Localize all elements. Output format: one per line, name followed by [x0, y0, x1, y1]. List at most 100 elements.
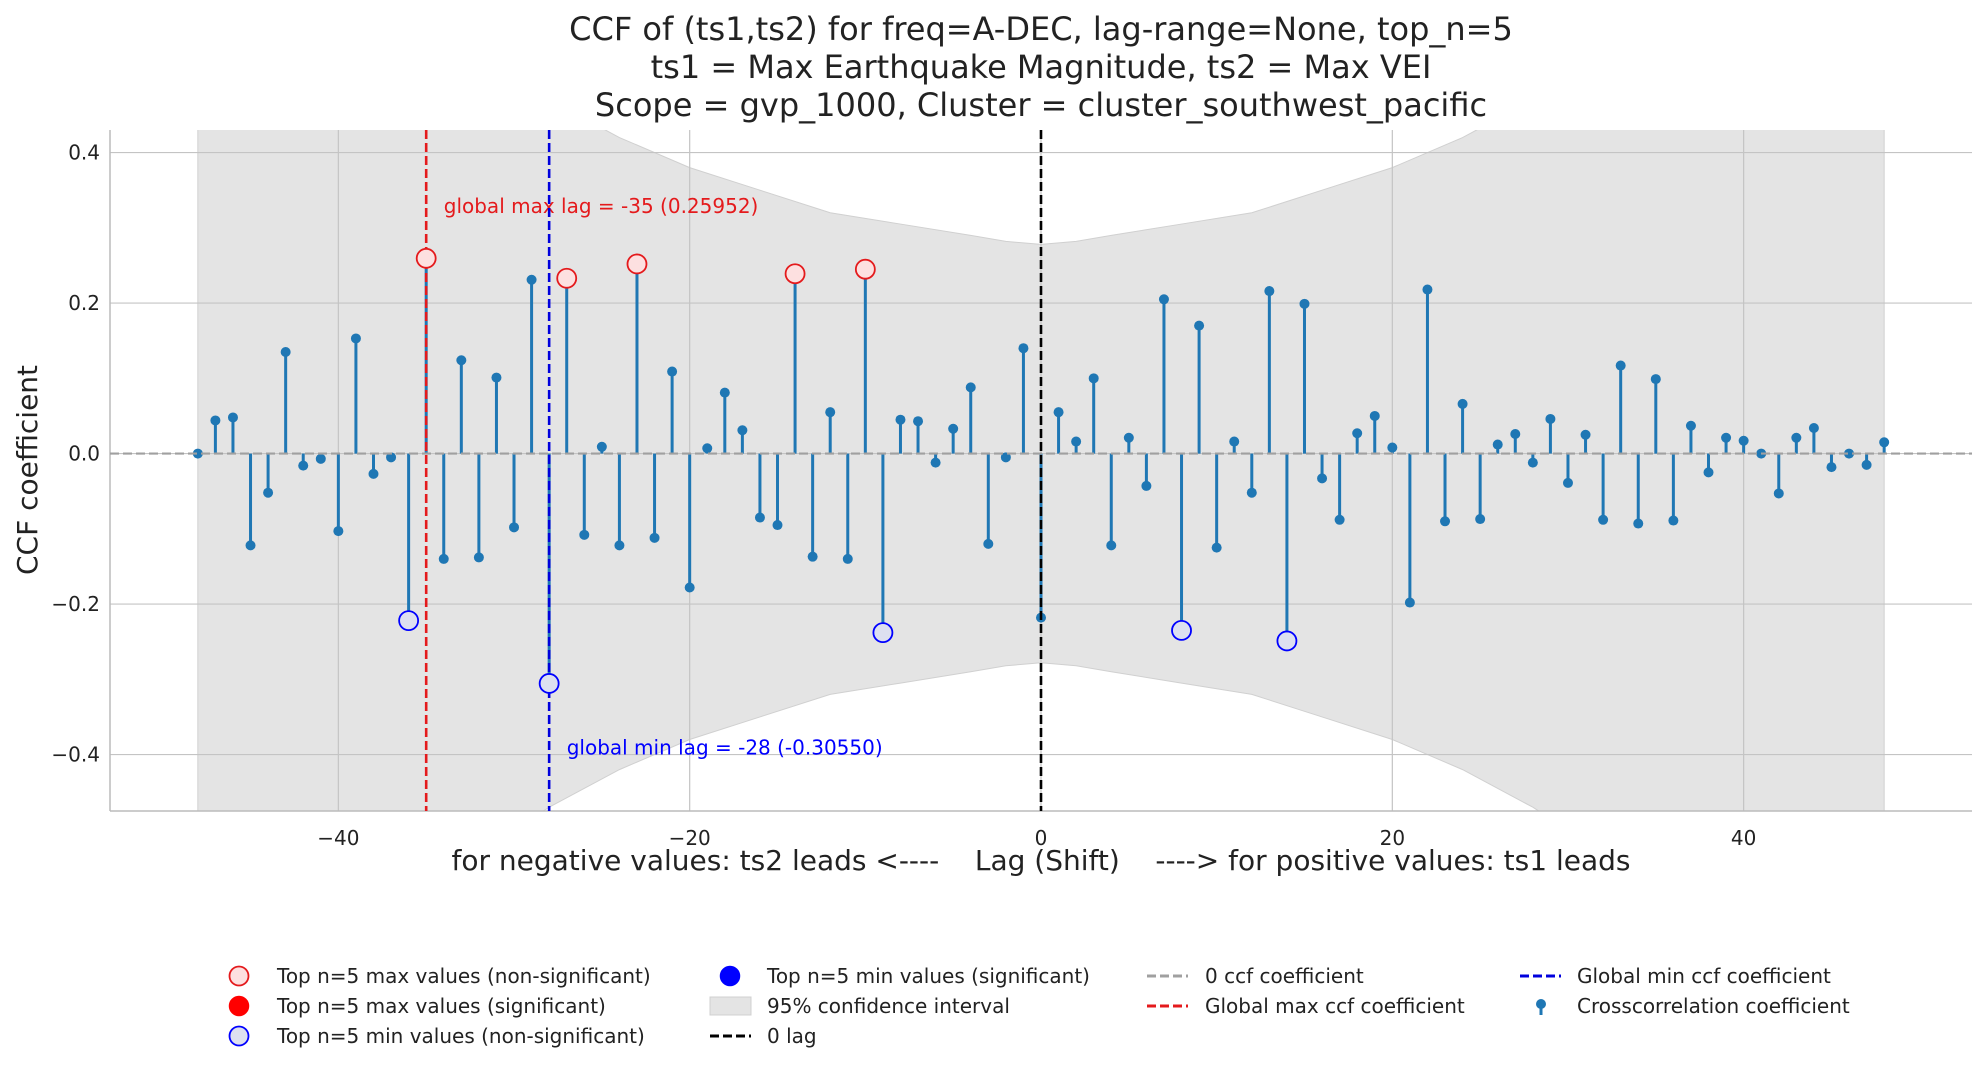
ccf-point — [842, 553, 853, 564]
ccf-point — [684, 582, 695, 593]
ccf-point — [1844, 448, 1855, 459]
top-max-marker — [415, 247, 437, 269]
y-tick-label: 0.2 — [68, 291, 100, 315]
legend-label: Top n=5 min values (significant) — [766, 964, 1090, 988]
top-max-marker — [556, 267, 578, 289]
legend-item-top-max-nonsig: Top n=5 max values (non-significant) — [228, 964, 651, 988]
ccf-point — [1492, 439, 1503, 450]
legend-label: Top n=5 min values (non-significant) — [276, 1024, 645, 1048]
y-tick-label: 0.4 — [68, 141, 100, 165]
ccf-point — [614, 540, 625, 551]
y-axis-label: CCF coefficient — [11, 365, 44, 575]
ccf-point — [509, 522, 520, 533]
ccf-point — [1123, 432, 1134, 443]
ccf-point — [1194, 320, 1205, 331]
top-n-markers — [398, 247, 1298, 694]
ccf-point — [1826, 462, 1837, 473]
ccf-point — [895, 414, 906, 425]
ccf-point — [1457, 398, 1468, 409]
legend-label: Global min ccf coefficient — [1577, 964, 1831, 988]
legend-marker-blue-open-icon — [228, 1025, 250, 1047]
ccf-point — [1861, 459, 1872, 470]
chart-title-line-2: ts1 = Max Earthquake Magnitude, ts2 = Ma… — [651, 48, 1432, 86]
legend-label: 0 lag — [767, 1024, 817, 1048]
legend-item-top-max-sig: Top n=5 max values (significant) — [228, 994, 606, 1018]
legend: Top n=5 max values (non-significant) Top… — [228, 964, 1850, 1048]
ccf-point — [438, 553, 449, 564]
ccf-point — [386, 452, 397, 463]
reference-lines — [110, 130, 1972, 811]
legend-marker-red-filled-icon — [228, 995, 250, 1017]
ccf-point — [227, 412, 238, 423]
legend-stem-marker-icon — [1536, 999, 1546, 1009]
x-tick-label: 20 — [1380, 826, 1405, 850]
ccf-point — [1352, 428, 1363, 439]
legend-label: Top n=5 max values (significant) — [276, 994, 606, 1018]
ccf-point — [1703, 467, 1714, 478]
ccf-point — [192, 448, 203, 459]
x-tick-label: −40 — [317, 826, 359, 850]
ccf-point — [473, 552, 484, 563]
ccf-point — [315, 453, 326, 464]
ccf-point — [1088, 373, 1099, 384]
ccf-point — [350, 333, 361, 344]
top-min-marker — [538, 673, 560, 694]
ccf-point — [1633, 518, 1644, 529]
top-max-marker — [854, 258, 876, 280]
ccf-point — [1369, 410, 1380, 421]
legend-marker-red-open-icon — [228, 965, 250, 987]
legend-item-global-min: Global min ccf coefficient — [1520, 964, 1831, 988]
ccf-point — [983, 538, 994, 549]
ccf-point — [1000, 452, 1011, 463]
ccf-point — [719, 387, 730, 398]
ccf-point — [1738, 435, 1749, 446]
x-tick-label: −20 — [669, 826, 711, 850]
ccf-point — [1650, 374, 1661, 385]
legend-label: Global max ccf coefficient — [1205, 994, 1465, 1018]
ccf-point — [1334, 514, 1345, 525]
ccf-point — [1527, 457, 1538, 468]
ccf-point — [649, 532, 660, 543]
ccf-point — [1018, 343, 1029, 354]
ccf-point — [825, 407, 836, 418]
chart-title-line-1: CCF of (ts1,ts2) for freq=A-DEC, lag-ran… — [569, 10, 1513, 48]
x-tick-label: 0 — [1035, 826, 1048, 850]
ccf-point — [579, 529, 590, 540]
legend-marker-blue-filled-icon — [719, 965, 741, 987]
ccf-point — [1317, 473, 1328, 484]
top-min-marker — [872, 622, 894, 644]
ccf-point — [210, 415, 221, 426]
legend-item-global-max: Global max ccf coefficient — [1147, 994, 1465, 1018]
ccf-point — [526, 274, 537, 285]
ccf-point — [298, 460, 309, 471]
ccf-point — [702, 443, 713, 454]
ccf-point — [1299, 298, 1310, 309]
ccf-point — [1668, 515, 1679, 526]
legend-label: 95% confidence interval — [767, 994, 1010, 1018]
ccf-point — [930, 457, 941, 468]
ccf-point — [737, 425, 748, 436]
ccf-point — [1562, 477, 1573, 488]
legend-item-ci: 95% confidence interval — [709, 994, 1010, 1018]
ccf-point — [1475, 514, 1486, 525]
y-tick-label: −0.4 — [51, 743, 100, 767]
annotations: global max lag = -35 (0.25952) global mi… — [444, 194, 883, 760]
x-tick-label: 40 — [1731, 826, 1756, 850]
legend-item-ccf: Crosscorrelation coefficient — [1536, 994, 1850, 1018]
legend-label: Crosscorrelation coefficient — [1577, 994, 1850, 1018]
ccf-point — [1246, 487, 1257, 498]
top-min-marker — [1276, 630, 1298, 652]
ccf-point — [1158, 294, 1169, 305]
chart-title: CCF of (ts1,ts2) for freq=A-DEC, lag-ran… — [569, 10, 1513, 124]
ccf-point — [1510, 429, 1521, 440]
ccf-point — [263, 487, 274, 498]
ccf-point — [1404, 597, 1415, 608]
ccf-point — [1211, 542, 1222, 553]
legend-item-zero-lag: 0 lag — [710, 1024, 817, 1048]
ccf-point — [965, 382, 976, 393]
ccf-point — [1264, 286, 1275, 297]
ccf-point — [667, 366, 678, 377]
global-min-annotation: global min lag = -28 (-0.30550) — [567, 736, 883, 760]
ccf-point — [368, 468, 379, 479]
ccf-point — [1721, 432, 1732, 443]
